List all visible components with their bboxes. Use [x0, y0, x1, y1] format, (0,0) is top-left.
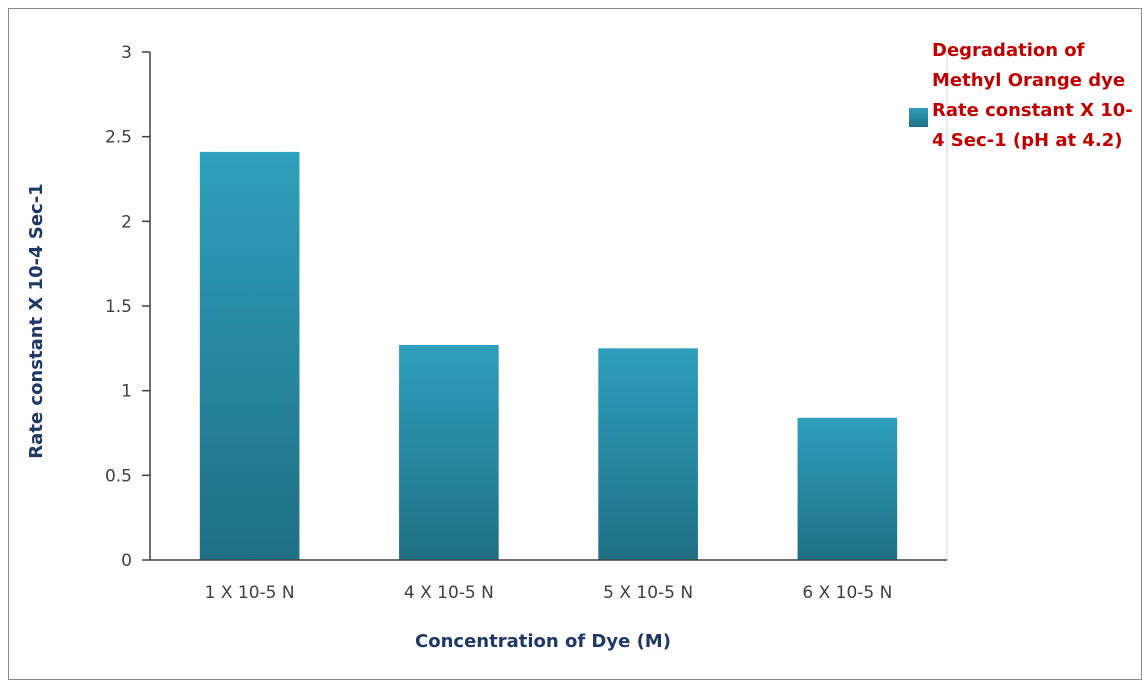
chart-frame: [8, 8, 1142, 680]
x-tick-label: 4 X 10-5 N: [404, 583, 494, 603]
x-axis-title: Concentration of Dye (M): [415, 631, 671, 652]
y-tick-label: 2.5: [105, 128, 132, 148]
legend-swatch: [909, 108, 928, 127]
x-tick-label: 6 X 10-5 N: [802, 583, 892, 603]
x-tick-label: 5 X 10-5 N: [603, 583, 693, 603]
x-tick-label: 1 X 10-5 N: [205, 583, 295, 603]
y-tick-label: 1: [121, 382, 132, 402]
y-axis-ticks: 0 0.5 1 1.5 2 2.5 3: [105, 43, 150, 571]
y-tick-label: 0: [121, 551, 132, 571]
bar: [399, 344, 499, 560]
bar: [199, 151, 300, 560]
x-axis-ticks: 1 X 10-5 N 4 X 10-5 N 5 X 10-5 N 6 X 10-5 N: [205, 583, 893, 603]
y-tick-label: 0.5: [105, 466, 132, 486]
y-tick-label: 2: [121, 212, 132, 232]
y-axis-title: Rate constant X 10-4 Sec-1: [26, 183, 47, 458]
bar-series: [199, 151, 898, 560]
bar: [797, 417, 898, 560]
legend-label: Degradation of Methyl Orange dye Rate co…: [932, 40, 1133, 151]
bar: [598, 348, 698, 560]
y-tick-label: 3: [121, 43, 132, 63]
y-tick-label: 1.5: [105, 297, 132, 317]
